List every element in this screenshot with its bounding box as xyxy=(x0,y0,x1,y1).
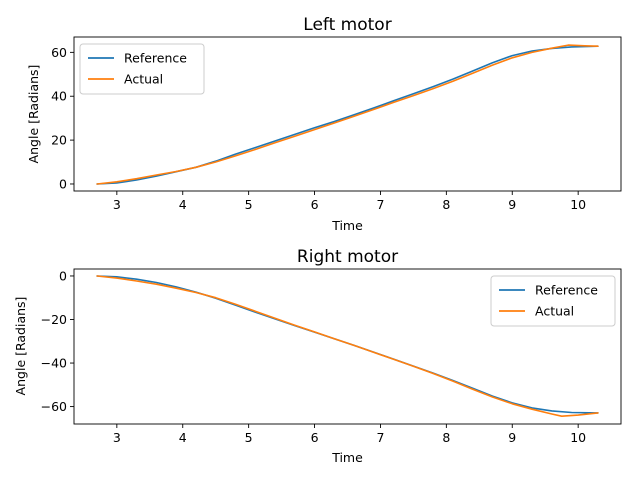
x-tick-label: 10 xyxy=(570,430,586,445)
x-tick-label: 9 xyxy=(508,430,516,445)
series-line-actual xyxy=(96,44,599,185)
x-tick-label: 6 xyxy=(311,197,319,212)
legend-label-actual: Actual xyxy=(535,304,574,319)
x-tick-label: 3 xyxy=(113,430,121,445)
x-axis-label: Time xyxy=(331,450,363,465)
legend-box xyxy=(490,275,616,327)
x-tick-label: 4 xyxy=(179,197,187,212)
x-tick-label: 5 xyxy=(245,197,253,212)
x-tick-label: 8 xyxy=(442,197,450,212)
legend: Reference Actual xyxy=(490,275,616,327)
x-tick-label: 4 xyxy=(179,430,187,445)
axes-frame xyxy=(73,268,622,425)
x-tick-label: 7 xyxy=(376,197,384,212)
chart-title: Left motor xyxy=(303,15,391,35)
x-axis-label: Time xyxy=(331,218,363,233)
plot-area: 3 4 5 6 7 8 9 10 0 20 40 60 Reference Actual xyxy=(51,36,622,212)
plot-area: 3 4 5 6 7 8 9 10 0 −20 −40 −60 Reference Actual xyxy=(41,268,622,445)
y-tick-label: 0 xyxy=(59,176,67,191)
x-tick-label: 3 xyxy=(113,197,121,212)
x-tick-label: 7 xyxy=(376,430,384,445)
y-axis-label: Angle [Radians] xyxy=(26,65,41,164)
y-axis-label: Angle [Radians] xyxy=(13,297,28,396)
x-tick-label: 8 xyxy=(442,430,450,445)
axes-frame xyxy=(73,36,622,192)
right-motor-subplot: Right motor 3 4 5 6 7 8 9 10 0 −20 −40 −60 Reference… xyxy=(13,247,622,465)
legend-label-actual: Actual xyxy=(124,72,163,87)
x-tick-label: 5 xyxy=(245,430,253,445)
legend: Reference Actual xyxy=(79,43,205,95)
y-tick-label: 40 xyxy=(51,89,67,104)
x-tick-label: 9 xyxy=(508,197,516,212)
y-tick-label: 60 xyxy=(51,45,67,60)
y-tick-label: 0 xyxy=(59,268,67,283)
y-tick-label: −60 xyxy=(41,399,67,414)
left-motor-subplot: Left motor 3 4 5 6 7 8 9 10 0 20 40 60 Reference Actu… xyxy=(26,15,622,233)
x-tick-label: 10 xyxy=(570,197,586,212)
chart-title: Right motor xyxy=(297,247,398,267)
y-tick-label: −40 xyxy=(41,356,67,371)
legend-label-reference: Reference xyxy=(124,51,187,66)
y-tick-label: 20 xyxy=(51,133,67,148)
legend-label-reference: Reference xyxy=(535,283,598,298)
y-tick-label: −20 xyxy=(41,312,67,327)
x-tick-label: 6 xyxy=(311,430,319,445)
series-line-actual xyxy=(96,275,599,418)
legend-box xyxy=(79,43,205,95)
